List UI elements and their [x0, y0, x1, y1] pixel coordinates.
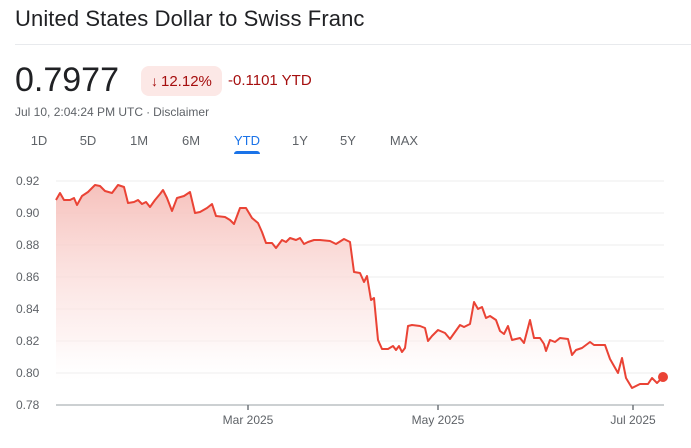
- header-divider: [15, 44, 691, 45]
- tab-6m[interactable]: 6M: [181, 133, 201, 148]
- last-point-marker: [658, 372, 668, 382]
- y-tick-label: 0.88: [16, 238, 40, 252]
- y-tick-label: 0.92: [16, 174, 40, 188]
- change-percent-badge: ↓ 12.12%: [141, 66, 222, 96]
- separator: ·: [146, 105, 151, 119]
- page-title: United States Dollar to Swiss Franc: [15, 6, 365, 31]
- change-value: -0.1101 YTD: [228, 72, 312, 89]
- y-tick-label: 0.82: [16, 334, 40, 348]
- x-tick-label: Mar 2025: [222, 413, 274, 427]
- current-price: 0.7977: [15, 61, 119, 99]
- tab-ytd[interactable]: YTD: [234, 130, 260, 154]
- y-tick-label: 0.80: [16, 366, 40, 380]
- tab-5d[interactable]: 5D: [79, 133, 97, 148]
- disclaimer-link[interactable]: Disclaimer: [153, 105, 210, 119]
- x-tick-label: May 2025: [411, 413, 465, 427]
- y-tick-label: 0.90: [16, 206, 40, 220]
- y-tick-label: 0.84: [16, 302, 40, 316]
- tab-max[interactable]: MAX: [389, 133, 419, 148]
- tab-1y[interactable]: 1Y: [292, 133, 308, 148]
- timestamp-line: Jul 10, 2:04:24 PM UTC · Disclaimer: [15, 105, 209, 119]
- arrow-down-icon: ↓: [151, 73, 158, 89]
- timestamp: Jul 10, 2:04:24 PM UTC: [15, 105, 144, 119]
- tab-5y[interactable]: 5Y: [340, 133, 356, 148]
- price-line[interactable]: [55, 184, 664, 389]
- tab-1d[interactable]: 1D: [30, 133, 48, 148]
- x-tick-label: Jul 2025: [610, 413, 656, 427]
- area-fill: [56, 185, 663, 388]
- y-tick-label: 0.86: [16, 270, 40, 284]
- y-tick-label: 0.78: [16, 398, 40, 412]
- change-percent: 12.12%: [161, 72, 212, 90]
- tab-1m[interactable]: 1M: [129, 133, 149, 148]
